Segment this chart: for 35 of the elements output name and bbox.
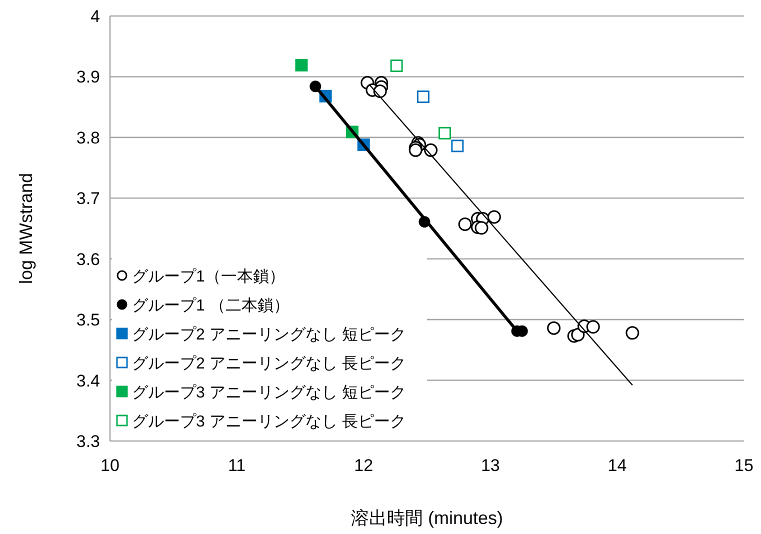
- point: [438, 126, 451, 140]
- legend-label: グループ3 アニーリングなし 短ピーク: [132, 384, 406, 402]
- y-tick-label: 3.3: [76, 432, 100, 451]
- point: [295, 58, 308, 72]
- point: [547, 321, 561, 335]
- y-tick-label: 3.8: [76, 128, 100, 148]
- x-tick-label: 12: [354, 456, 374, 475]
- y-tick-label: 3.4: [76, 371, 100, 390]
- point: [487, 210, 501, 224]
- x-tick-label: 14: [608, 456, 627, 475]
- x-tick-label: 13: [480, 456, 500, 475]
- point: [390, 60, 403, 72]
- legend-label: グループ2 アニーリングなし 短ピーク: [132, 326, 406, 344]
- legend-label: グループ2 アニーリングなし 長ピーク: [132, 354, 406, 372]
- point: [474, 221, 488, 235]
- point: [451, 140, 464, 152]
- x-tick-label: 11: [228, 456, 246, 475]
- x-axis-title: 溶出時間 (minutes): [350, 508, 504, 528]
- y-tick-label: 4: [90, 7, 100, 26]
- x-tick-label: 15: [734, 456, 754, 475]
- point: [408, 143, 422, 157]
- x-tick-label: 10: [100, 456, 120, 475]
- legend-label: グループ1（一本鎖）: [132, 268, 285, 286]
- point: [416, 90, 430, 103]
- point: [571, 328, 585, 342]
- y-tick-label: 3.9: [76, 68, 100, 87]
- y-tick-label: 3.6: [76, 250, 100, 269]
- point: [626, 326, 640, 340]
- legend-label: グループ1 （二本鎖）: [132, 296, 290, 314]
- y-tick-label: 3.7: [76, 189, 100, 208]
- y-tick-label: 3.5: [76, 310, 100, 330]
- y-axis-title: log MWstrand: [16, 172, 36, 284]
- point: [586, 320, 600, 334]
- point: [458, 218, 472, 231]
- legend-label: グループ3 アニーリングなし 長ピーク: [132, 412, 406, 430]
